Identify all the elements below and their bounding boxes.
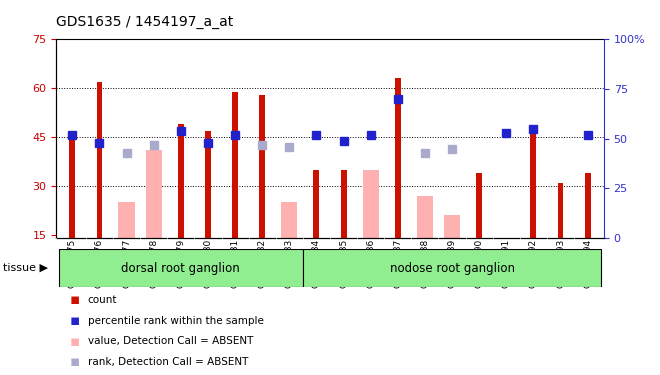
Bar <box>259 95 265 238</box>
Text: count: count <box>88 295 117 305</box>
Text: GSM63690: GSM63690 <box>475 239 484 288</box>
Text: ▪: ▪ <box>69 292 80 308</box>
Bar <box>444 215 460 238</box>
Text: tissue ▶: tissue ▶ <box>3 263 48 273</box>
Text: GSM63686: GSM63686 <box>366 239 375 288</box>
Text: GSM63693: GSM63693 <box>556 239 565 288</box>
Text: ▪: ▪ <box>69 354 80 369</box>
Bar <box>341 170 346 238</box>
Text: GSM63680: GSM63680 <box>203 239 213 288</box>
Bar <box>96 82 102 238</box>
Bar <box>303 249 601 287</box>
Text: rank, Detection Call = ABSENT: rank, Detection Call = ABSENT <box>88 357 248 367</box>
Text: dorsal root ganglion: dorsal root ganglion <box>121 262 240 274</box>
Text: GSM63694: GSM63694 <box>583 239 592 288</box>
Bar <box>314 170 319 238</box>
Bar <box>416 196 433 238</box>
Text: GSM63683: GSM63683 <box>285 239 294 288</box>
Text: GSM63676: GSM63676 <box>95 239 104 288</box>
Bar <box>476 173 482 238</box>
Bar <box>69 134 75 238</box>
Text: GSM63685: GSM63685 <box>339 239 348 288</box>
Text: GSM63679: GSM63679 <box>176 239 185 288</box>
Text: GSM63689: GSM63689 <box>447 239 457 288</box>
Bar <box>395 78 401 238</box>
Text: ▪: ▪ <box>69 334 80 349</box>
Bar <box>362 170 379 238</box>
Bar <box>531 128 537 238</box>
Text: GSM63688: GSM63688 <box>420 239 430 288</box>
Bar <box>119 202 135 238</box>
Text: nodose root ganglion: nodose root ganglion <box>389 262 515 274</box>
Text: GSM63678: GSM63678 <box>149 239 158 288</box>
Text: GSM63692: GSM63692 <box>529 239 538 288</box>
Bar <box>205 130 211 238</box>
Text: GSM63687: GSM63687 <box>393 239 403 288</box>
Text: GSM63681: GSM63681 <box>230 239 240 288</box>
Bar <box>232 92 238 238</box>
Bar <box>146 150 162 238</box>
Bar <box>178 124 184 238</box>
Bar <box>281 202 298 238</box>
Text: GSM63684: GSM63684 <box>312 239 321 288</box>
Text: ▪: ▪ <box>69 313 80 328</box>
Bar <box>558 183 564 238</box>
Text: GSM63677: GSM63677 <box>122 239 131 288</box>
Text: GSM63691: GSM63691 <box>502 239 511 288</box>
Text: GSM63682: GSM63682 <box>257 239 267 288</box>
Text: GDS1635 / 1454197_a_at: GDS1635 / 1454197_a_at <box>56 15 234 29</box>
Text: value, Detection Call = ABSENT: value, Detection Call = ABSENT <box>88 336 253 346</box>
Bar <box>585 173 591 238</box>
Text: percentile rank within the sample: percentile rank within the sample <box>88 316 263 326</box>
Bar <box>59 249 303 287</box>
Text: GSM63675: GSM63675 <box>68 239 77 288</box>
